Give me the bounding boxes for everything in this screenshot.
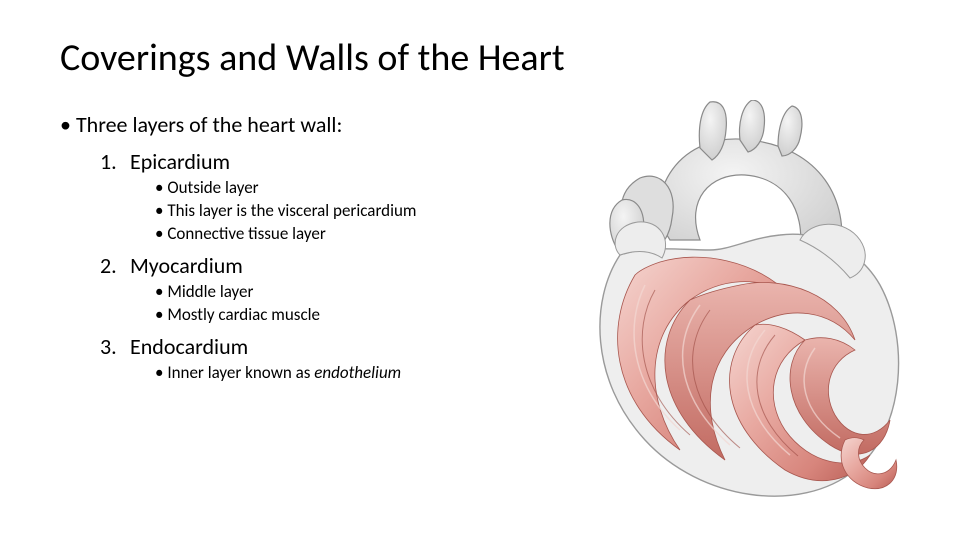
layer-name: Epicardium <box>100 148 230 175</box>
point-italic: endothelium <box>314 362 401 383</box>
layer-name: Endocardium <box>100 333 248 360</box>
point-prefix: Inner layer known as <box>167 362 314 383</box>
layer-name: Myocardium <box>100 252 243 279</box>
heart-svg <box>550 100 930 510</box>
slide: Coverings and Walls of the Heart Three l… <box>0 0 960 540</box>
heart-illustration <box>550 100 930 510</box>
page-title: Coverings and Walls of the Heart <box>60 35 900 81</box>
